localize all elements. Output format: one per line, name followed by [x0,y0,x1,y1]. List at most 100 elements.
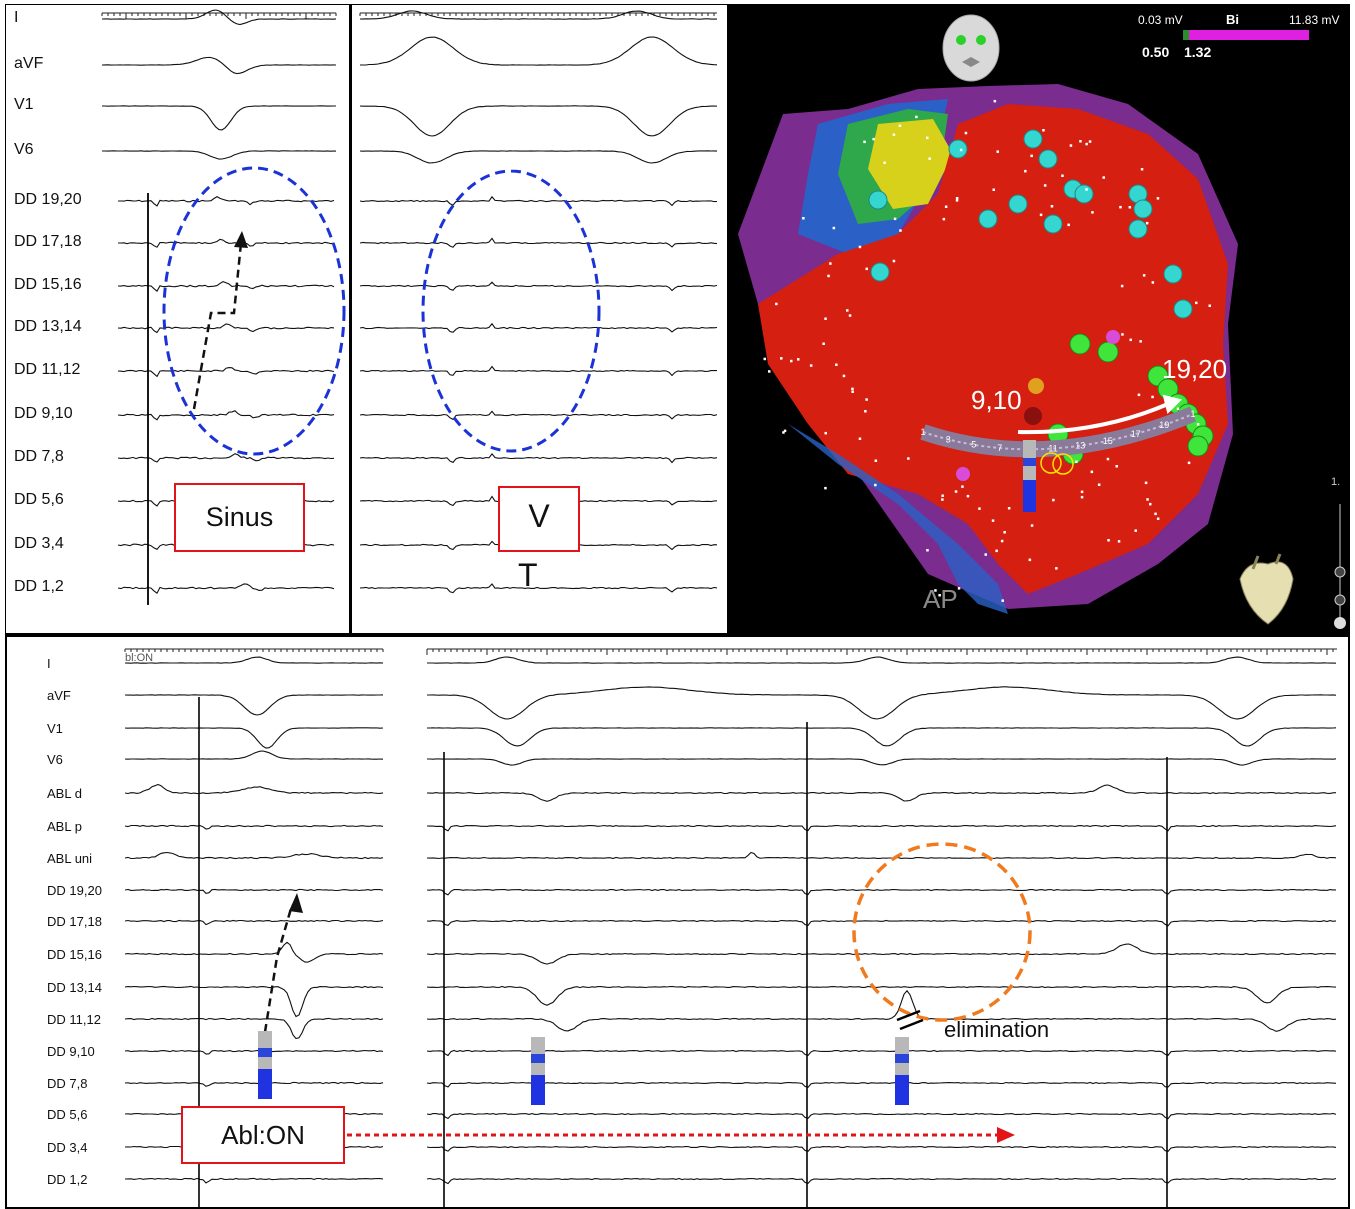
trace-b-dd-3-4 [426,1145,1337,1153]
mapping-point [822,342,825,345]
catheter-number: 5 [971,440,976,450]
lead-label-dd-11-12: DD 11,12 [14,361,81,378]
mapping-point [1154,512,1157,516]
trace-b-dd-11-12 [426,989,1337,1032]
mapping-point [797,358,800,361]
mapping-point [809,364,813,367]
mapping-point [907,457,910,460]
trace-b-dd-15-16 [426,943,1337,965]
mapping-point [874,483,877,487]
lead-label-dd-5-6: DD 5,6 [47,1107,88,1122]
ablation-lesion [1128,219,1148,239]
mapping-point [926,136,929,140]
ablation-lesion [1023,129,1043,149]
mapping-point [1144,481,1148,485]
ablation-catheter-icon [1023,440,1036,512]
mapping-point [802,217,805,220]
vt-trace-7 [359,322,718,333]
activation-tag [1069,333,1091,355]
trace-b-abl-d [426,784,1337,802]
voltage-scale-bar [1183,30,1309,40]
mapping-point [829,262,832,265]
elimination-label: elimination [944,1017,1050,1042]
time-ruler [124,648,384,652]
mapping-point [1107,539,1110,542]
mapping-point [842,374,846,378]
ablation-lesion [1163,264,1183,284]
mapping-point [995,549,998,553]
trace-dd-17-18 [118,238,335,248]
mapping-point [1137,393,1141,397]
trace-a-dd-9-10 [124,1049,384,1055]
ablation-on-arrowhead [997,1127,1015,1143]
trace-b-avf [427,686,1337,720]
mapping-point [992,188,995,191]
normal-voltage-surface [758,104,1228,594]
trace-b-v6 [427,758,1337,766]
mapping-point [865,398,868,401]
catheter-number: 15 [1103,436,1113,446]
mapping-point [864,410,867,413]
mapping-point [1007,507,1011,510]
trace-b-dd-19-20 [426,888,1336,896]
trace-a-dd-1-2 [124,1177,384,1184]
trace-b-i [427,656,1337,664]
catheter-number: 1 [920,427,925,437]
catheter-number: 1 [1190,409,1195,419]
electrode-label-19-20: 19,20 [1162,354,1228,384]
lead-label-dd-13-14: DD 13,14 [47,980,102,995]
mapping-point [1091,211,1094,214]
magenta-tag [956,467,970,481]
mapping-point [1085,142,1088,146]
mapping-point [1129,338,1132,342]
mapping-point [1128,206,1132,209]
ablation-lesion [978,209,998,229]
lead-label-v1: V1 [47,721,63,736]
mapping-point [872,137,875,141]
mapping-point [928,157,931,160]
mapping-point [961,485,964,488]
decapolar-catheter [920,406,1197,458]
mapping-point [993,99,997,103]
ablation-lesions [868,129,1193,319]
mapping-point [892,133,896,136]
mapping-point [955,197,959,200]
ablation-on-box: Abl:ON [181,1106,345,1164]
ablation-tip-ring [1052,453,1074,475]
trace-b-v1 [427,727,1337,747]
mapping-point [858,245,862,249]
ablation-on-marker: bl:ON [125,652,154,664]
edge-number: 1. [1331,476,1341,488]
view-control-widget[interactable] [1334,504,1346,629]
mapping-point [941,498,944,501]
vt-label-t: T [518,557,538,593]
lead-label-i: I [47,656,51,671]
mapping-point [978,507,981,510]
trace-b-abl-uni [426,851,1337,860]
trace-v1 [102,105,336,131]
ablation-on-label: Abl:ON [221,1119,305,1150]
vt-tracing-panel: V T [350,4,728,634]
vt-trace-13 [359,583,718,594]
trace-v6 [102,150,336,160]
activation-arrow [263,904,294,1033]
mapping-point [996,150,999,153]
mapping-point [1119,205,1122,209]
lead-label-dd-1-2: DD 1,2 [47,1172,88,1187]
mapping-point [1080,495,1084,499]
catheter-number: 19 [1159,420,1169,430]
threshold-low: 0.50 [1142,44,1170,60]
vt-label-box: V [498,486,580,552]
voltage-map: 1357911131517191 [738,14,1346,629]
mapping-point [915,115,918,119]
ablation-catheter-icon [895,1037,909,1105]
mapping-point [941,494,944,497]
vt-trace-5 [359,237,718,248]
mapping-point [954,490,958,493]
block-mark [896,1009,921,1022]
trace-a-dd-15-16 [124,941,384,963]
mapping-point [835,363,838,366]
mapping-point [782,431,785,434]
mapping-point [851,387,854,391]
vt-trace-3 [359,150,718,164]
